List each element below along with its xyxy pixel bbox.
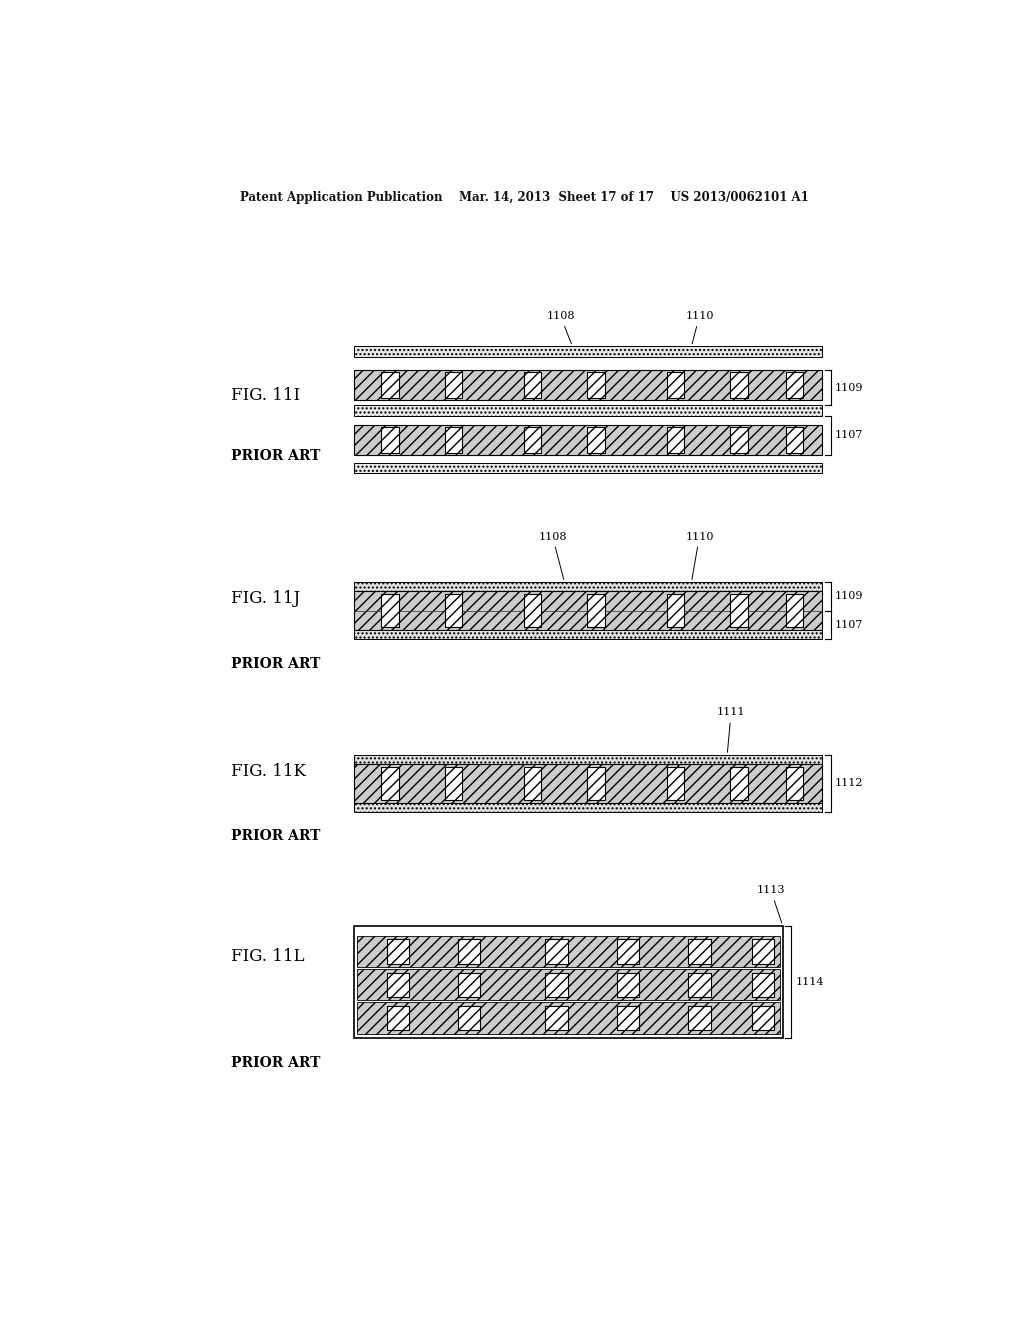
Text: 1112: 1112 [836, 779, 863, 788]
Bar [381, 594, 398, 627]
Bar [667, 372, 684, 399]
Bar [354, 346, 822, 356]
Bar [444, 426, 462, 453]
Bar [524, 372, 542, 399]
Bar [354, 764, 822, 803]
Text: FIG. 11I: FIG. 11I [231, 387, 300, 404]
Bar [688, 973, 711, 997]
Bar [752, 940, 774, 964]
Bar [588, 426, 605, 453]
Bar [387, 940, 409, 964]
Text: 1108: 1108 [546, 312, 574, 343]
Text: 1113: 1113 [757, 886, 785, 923]
Bar [444, 767, 462, 800]
Bar [357, 936, 779, 968]
Bar [616, 1006, 639, 1030]
Bar [357, 1002, 779, 1034]
Bar [785, 372, 804, 399]
Bar [730, 426, 748, 453]
Bar [354, 582, 822, 591]
Bar [354, 925, 782, 1038]
Bar [785, 594, 804, 627]
Bar [616, 973, 639, 997]
Bar [730, 372, 748, 399]
Bar [354, 463, 822, 474]
Bar [444, 372, 462, 399]
Text: FIG. 11K: FIG. 11K [231, 763, 306, 780]
Bar [354, 630, 822, 639]
Bar [667, 594, 684, 627]
Text: PRIOR ART: PRIOR ART [231, 829, 321, 843]
Bar [354, 425, 822, 455]
Text: PRIOR ART: PRIOR ART [231, 1056, 321, 1071]
Bar [354, 591, 822, 630]
Bar [616, 940, 639, 964]
Text: 1108: 1108 [539, 532, 567, 579]
Bar [381, 767, 398, 800]
Bar [381, 372, 398, 399]
Bar [524, 426, 542, 453]
Bar [444, 594, 462, 627]
Bar [458, 973, 480, 997]
Bar [546, 973, 567, 997]
Bar [387, 1006, 409, 1030]
Bar [354, 755, 822, 764]
Bar [785, 767, 804, 800]
Text: FIG. 11L: FIG. 11L [231, 948, 305, 965]
Bar [524, 594, 542, 627]
Text: FIG. 11J: FIG. 11J [231, 590, 300, 607]
Text: 1107: 1107 [836, 620, 863, 630]
Text: 1111: 1111 [717, 708, 745, 752]
Bar [588, 594, 605, 627]
Text: 1110: 1110 [685, 312, 714, 343]
Bar [458, 940, 480, 964]
Bar [546, 1006, 567, 1030]
Bar [752, 973, 774, 997]
Bar [458, 1006, 480, 1030]
Bar [752, 1006, 774, 1030]
Bar [387, 973, 409, 997]
Text: 1109: 1109 [836, 383, 863, 392]
Text: Patent Application Publication    Mar. 14, 2013  Sheet 17 of 17    US 2013/00621: Patent Application Publication Mar. 14, … [241, 190, 809, 203]
Bar [524, 767, 542, 800]
Bar [354, 405, 822, 416]
Text: 1109: 1109 [836, 591, 863, 602]
Text: 1110: 1110 [685, 532, 714, 579]
Bar [354, 370, 822, 400]
Text: 1114: 1114 [796, 977, 824, 986]
Text: PRIOR ART: PRIOR ART [231, 656, 321, 671]
Bar [688, 940, 711, 964]
Bar [588, 372, 605, 399]
Bar [357, 969, 779, 1001]
Bar [785, 426, 804, 453]
Bar [667, 767, 684, 800]
Bar [730, 767, 748, 800]
Text: PRIOR ART: PRIOR ART [231, 449, 321, 463]
Bar [730, 594, 748, 627]
Bar [546, 940, 567, 964]
Bar [688, 1006, 711, 1030]
Text: 1107: 1107 [836, 430, 863, 441]
Bar [354, 803, 822, 812]
Bar [588, 767, 605, 800]
Bar [381, 426, 398, 453]
Bar [667, 426, 684, 453]
